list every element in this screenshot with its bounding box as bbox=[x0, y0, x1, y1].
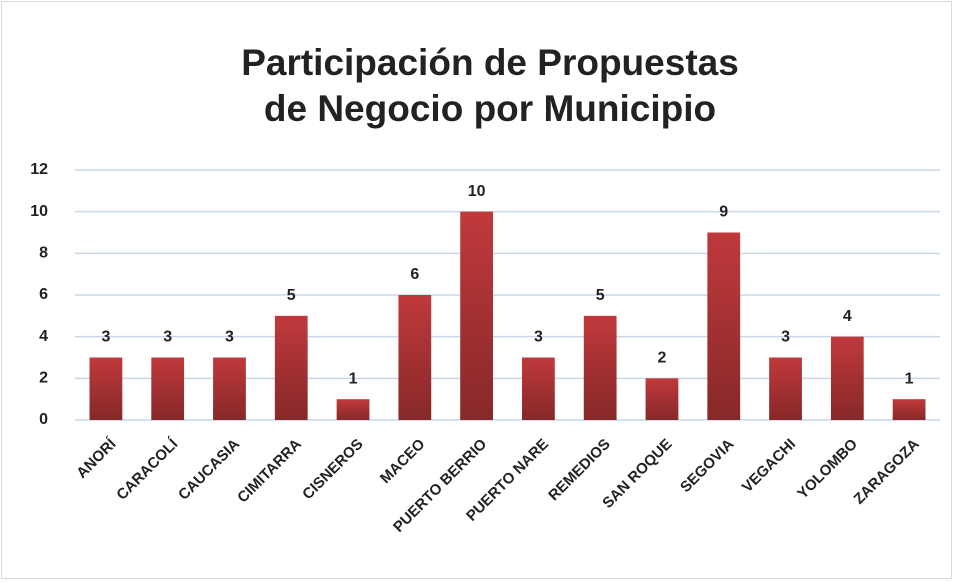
value-label: 5 bbox=[596, 287, 605, 304]
x-tick-label: VEGACHI bbox=[739, 436, 799, 496]
y-tick-label: 8 bbox=[39, 245, 48, 262]
x-tick-label: CISNEROS bbox=[299, 436, 366, 503]
bar-shade bbox=[583, 315, 617, 420]
x-tick-label: MACEO bbox=[377, 435, 429, 487]
y-tick-label: 2 bbox=[39, 370, 48, 387]
value-label: 1 bbox=[349, 370, 358, 387]
bar-shade bbox=[769, 357, 802, 420]
x-tick-label: YOLOMBO bbox=[794, 435, 861, 502]
bar-shade bbox=[522, 357, 555, 420]
value-label: 1 bbox=[905, 370, 914, 387]
bar-shade bbox=[830, 336, 864, 420]
bar-shade bbox=[460, 211, 493, 420]
value-label: 5 bbox=[287, 287, 296, 304]
value-label: 3 bbox=[101, 329, 110, 346]
y-tick-label: 4 bbox=[39, 328, 48, 345]
bar-shade bbox=[213, 357, 246, 420]
value-label: 3 bbox=[225, 329, 234, 346]
chart-title: Participación de Propuestas de Negocio p… bbox=[241, 42, 739, 129]
bar-shade bbox=[707, 232, 741, 420]
bar-shade bbox=[336, 399, 370, 420]
bar-shade bbox=[892, 399, 926, 420]
x-tick-label: REMEDIOS bbox=[545, 436, 614, 505]
bar-shade bbox=[274, 315, 308, 420]
x-tick-label: ANORÍ bbox=[73, 435, 120, 482]
bar-shade bbox=[151, 357, 185, 420]
y-tick-label: 10 bbox=[30, 203, 48, 220]
x-tick-label: CARACOLÍ bbox=[113, 435, 182, 504]
value-label: 6 bbox=[410, 266, 419, 283]
value-label: 4 bbox=[843, 308, 852, 325]
value-label: 9 bbox=[719, 204, 728, 221]
y-tick-label: 0 bbox=[39, 411, 48, 428]
x-tick-label: CAUCASIA bbox=[175, 435, 243, 503]
bar-shade bbox=[645, 378, 679, 420]
value-label: 2 bbox=[658, 350, 667, 367]
x-tick-label: CIMITARRA bbox=[234, 435, 305, 506]
bar-shade bbox=[398, 295, 432, 420]
value-label: 3 bbox=[534, 329, 543, 346]
value-label: 3 bbox=[163, 329, 172, 346]
bar-shade bbox=[89, 357, 123, 420]
x-tick-label: SEGOVIA bbox=[677, 436, 737, 496]
value-label: 10 bbox=[468, 183, 486, 200]
y-tick-label: 6 bbox=[39, 286, 48, 303]
x-tick-label: ZARAGOZA bbox=[851, 436, 923, 508]
value-label: 3 bbox=[781, 329, 790, 346]
y-tick-label: 12 bbox=[30, 161, 48, 178]
